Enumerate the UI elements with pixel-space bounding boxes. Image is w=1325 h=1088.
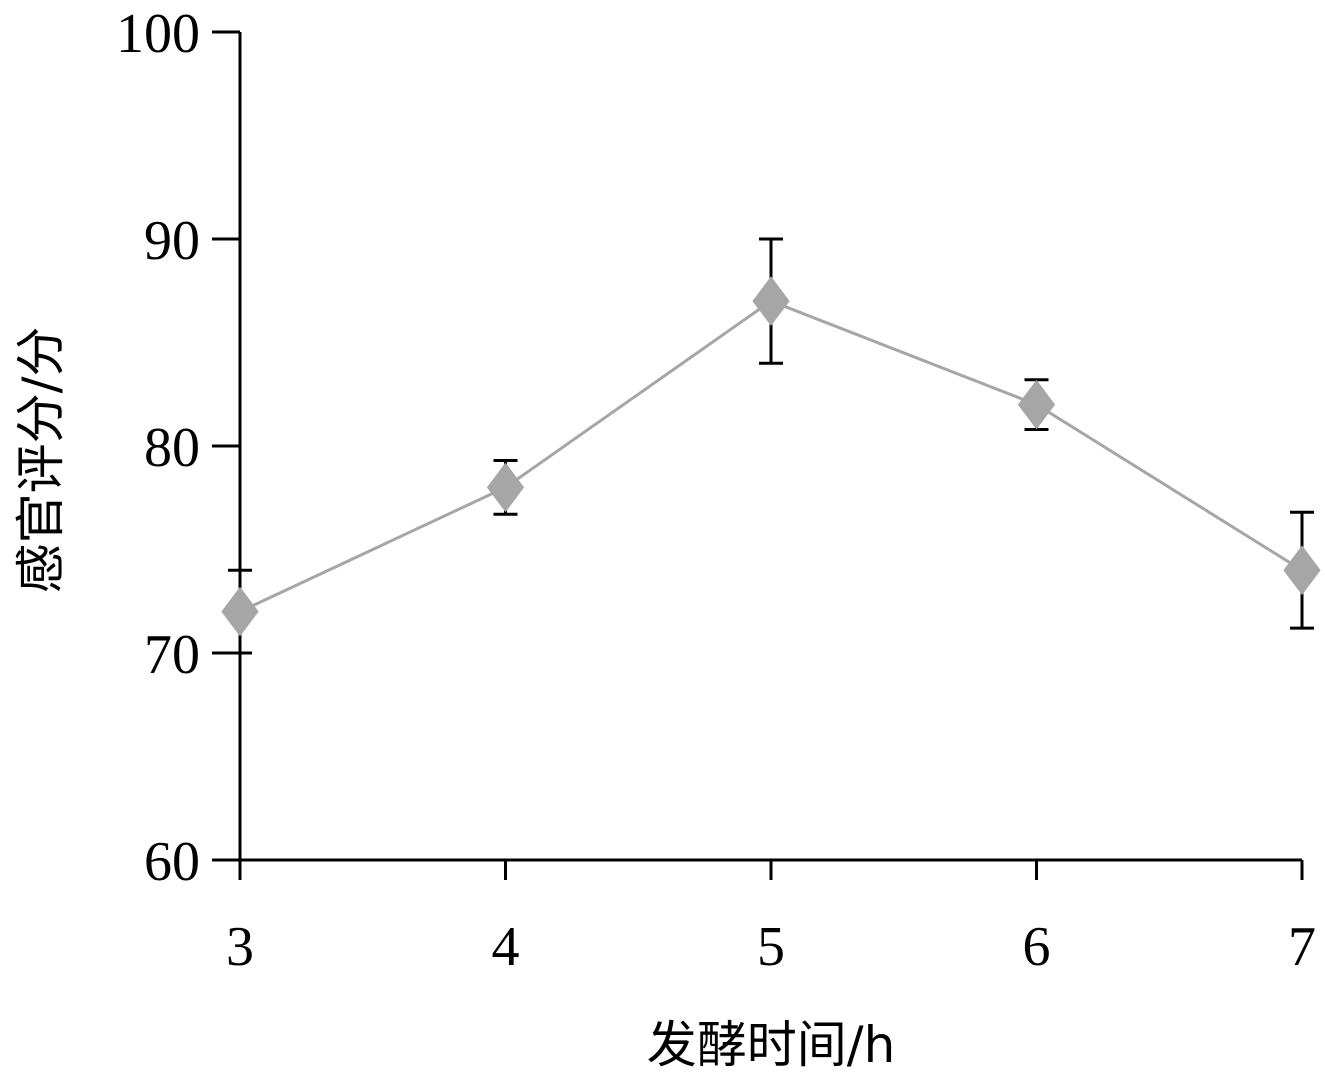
y-tick-label: 100 xyxy=(116,3,200,65)
x-axis-title: 发酵时间/h xyxy=(647,1016,896,1074)
data-point xyxy=(752,276,790,326)
data-point xyxy=(1283,545,1321,596)
y-tick-label: 80 xyxy=(144,417,200,479)
data-point xyxy=(221,586,259,637)
series-layer xyxy=(221,237,1321,655)
y-tick-label: 90 xyxy=(144,210,200,272)
y-axis-title: 感官评分/分 xyxy=(12,327,70,594)
x-tick-label: 7 xyxy=(1288,916,1316,978)
x-tick-label: 6 xyxy=(1023,916,1051,978)
x-tick-label: 5 xyxy=(757,916,785,978)
y-tick-label: 70 xyxy=(144,624,200,686)
x-ticks: 3 4 5 6 7 xyxy=(226,860,1316,978)
x-tick-label: 3 xyxy=(226,916,254,978)
data-point xyxy=(1017,379,1056,430)
x-tick-label: 4 xyxy=(492,916,520,978)
y-ticks: 60 70 80 90 100 xyxy=(116,3,240,893)
axes xyxy=(238,32,1302,862)
data-point xyxy=(486,462,525,513)
y-tick-label: 60 xyxy=(144,831,200,893)
